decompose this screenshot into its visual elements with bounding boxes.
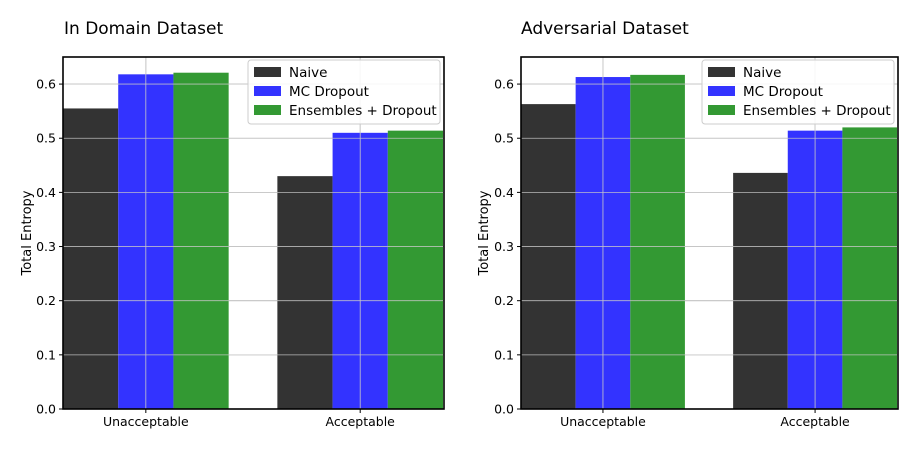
- y-tick-label: 0.3: [36, 239, 56, 254]
- y-tick-label: 0.1: [494, 347, 514, 362]
- legend-label: MC Dropout: [289, 84, 369, 100]
- legend-swatch: [708, 86, 735, 96]
- y-tick-label: 0.3: [494, 239, 514, 254]
- legend-swatch: [708, 105, 735, 115]
- bar-ensembles-dropout-acceptable: [387, 130, 444, 409]
- bar-naive-acceptable: [733, 172, 788, 409]
- chart-panel-1: In Domain Dataset 0.0 0.1 0.2 0.3 0.4 0.5 0.6 Un…: [20, 19, 445, 429]
- y-tick-label: 0.6: [36, 77, 56, 92]
- legend-swatch: [254, 86, 281, 96]
- bar-naive-unacceptable: [63, 108, 119, 409]
- x-tick-label: Acceptable: [780, 414, 850, 429]
- y-tick-label: 0.2: [36, 293, 56, 308]
- legend-label: Ensembles + Dropout: [743, 103, 891, 119]
- y-tick-label: 0.6: [494, 77, 514, 92]
- chart-title: Adversarial Dataset: [521, 19, 689, 39]
- legend-label: MC Dropout: [743, 84, 823, 100]
- y-tick-label: 0.5: [494, 131, 514, 146]
- y-axis-label: Total Entropy: [477, 190, 492, 276]
- y-tick-label: 0.5: [36, 131, 56, 146]
- y-tick-label: 0.1: [36, 347, 56, 362]
- chart-title: In Domain Dataset: [64, 19, 223, 39]
- legend-swatch: [708, 67, 735, 77]
- x-tick-label: Unacceptable: [103, 414, 189, 429]
- legend-box: [247, 59, 441, 125]
- legend-label: Naive: [289, 65, 327, 81]
- y-tick-label: 0.4: [494, 185, 514, 200]
- bar-naive-unacceptable: [521, 104, 576, 410]
- bar-ensembles-dropout-acceptable: [842, 127, 898, 410]
- legend-label: Naive: [743, 65, 781, 81]
- legend-label: Ensembles + Dropout: [289, 103, 437, 119]
- legend-swatch: [254, 67, 281, 77]
- y-tick-label: 0.0: [494, 402, 514, 417]
- bar-ensembles-dropout-unacceptable: [173, 72, 229, 409]
- chart-panel-2: Adversarial Dataset 0.0 0.1 0.2 0.3 0.4 0.5 0.6…: [477, 19, 899, 429]
- legend-swatch: [254, 105, 281, 115]
- y-tick-label: 0.4: [36, 185, 56, 200]
- axes-frame: [62, 56, 445, 410]
- y-tick-label: 0.2: [494, 293, 514, 308]
- y-tick-label: 0.0: [36, 402, 56, 417]
- y-axis-label: Total Entropy: [20, 190, 35, 276]
- x-tick-label: Acceptable: [326, 414, 396, 429]
- bar-naive-acceptable: [277, 176, 333, 409]
- x-tick-label: Unacceptable: [560, 414, 646, 429]
- axes-frame: [520, 56, 899, 410]
- bar-ensembles-dropout-unacceptable: [630, 74, 685, 410]
- legend-box: [701, 59, 895, 125]
